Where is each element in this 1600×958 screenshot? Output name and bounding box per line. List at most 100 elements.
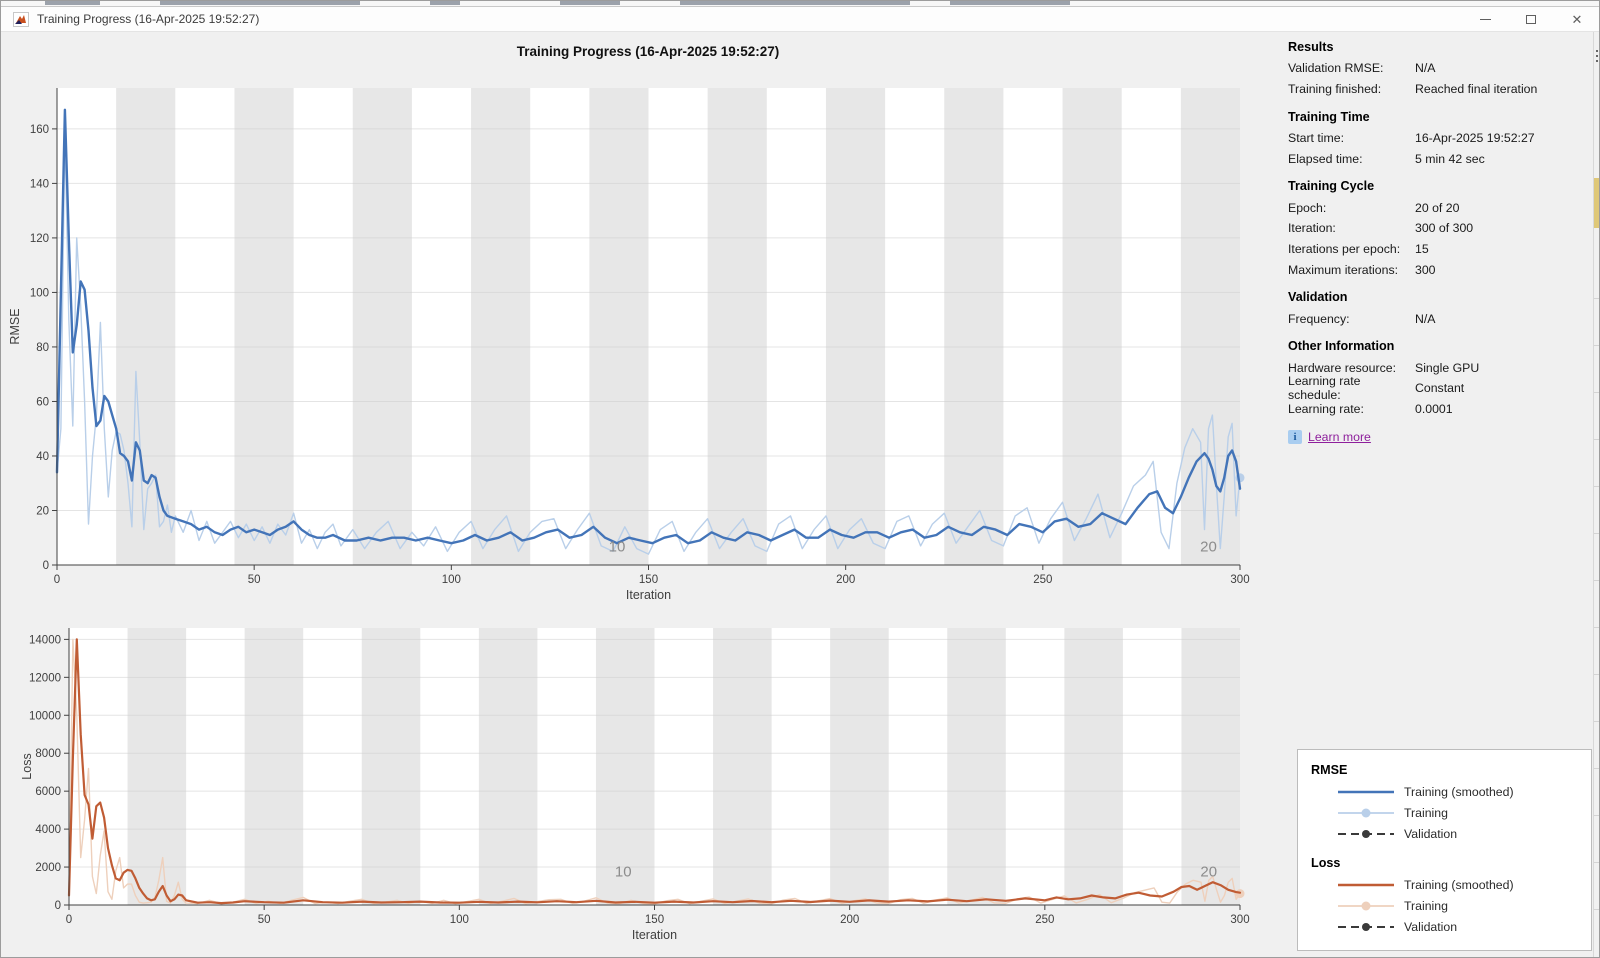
close-icon: ✕ bbox=[1571, 12, 1583, 27]
epoch-band bbox=[1181, 628, 1240, 905]
epoch-band bbox=[234, 88, 294, 565]
background-window-sliver bbox=[0, 0, 1600, 7]
info-label: Iterations per epoch: bbox=[1288, 242, 1401, 257]
y-tick-label: 140 bbox=[30, 178, 49, 190]
info-row: Elapsed time: 5 min 42 sec bbox=[1272, 148, 1562, 169]
other-information-section: Other Information Hardware resource: Sin… bbox=[1272, 339, 1562, 419]
solid-line-swatch bbox=[1338, 883, 1394, 886]
info-label: Iteration: bbox=[1288, 221, 1336, 236]
legend-entry: Training (smoothed) bbox=[1338, 874, 1591, 895]
rmse-x-axis-label: Iteration bbox=[626, 588, 671, 602]
legend-group-title: Loss bbox=[1311, 856, 1341, 870]
x-tick-label: 250 bbox=[1035, 914, 1054, 926]
info-value: 15 bbox=[1415, 242, 1429, 257]
legend-entry: Validation bbox=[1338, 823, 1591, 844]
epoch-band bbox=[116, 88, 176, 565]
legend-label: Validation bbox=[1404, 919, 1458, 934]
info-row: Learning rate: 0.0001 bbox=[1272, 399, 1562, 420]
x-tick-label: 0 bbox=[54, 574, 60, 586]
y-tick-label: 0 bbox=[55, 900, 61, 912]
drag-handle-icon[interactable] bbox=[1596, 55, 1598, 57]
y-tick-label: 12000 bbox=[29, 672, 61, 684]
loss-x-axis-label: Iteration bbox=[632, 928, 677, 942]
y-tick-label: 10000 bbox=[29, 710, 61, 722]
section-title: Training Time bbox=[1288, 109, 1370, 124]
minimize-button[interactable] bbox=[1462, 7, 1508, 32]
legend-label: Training bbox=[1404, 805, 1448, 820]
info-value: Reached final iteration bbox=[1415, 82, 1538, 97]
epoch-number-label: 20 bbox=[1200, 538, 1217, 555]
y-tick-label: 0 bbox=[43, 560, 49, 572]
learn-more-row: i Learn more bbox=[1272, 429, 1562, 444]
y-tick-label: 8000 bbox=[35, 748, 61, 760]
dashed-marker-swatch bbox=[1338, 829, 1394, 838]
info-row: Hardware resource: Single GPU bbox=[1272, 357, 1562, 378]
epoch-band bbox=[127, 628, 187, 905]
minimize-icon bbox=[1479, 19, 1491, 20]
info-row: Training finished: Reached final iterati… bbox=[1272, 79, 1562, 100]
x-tick-label: 150 bbox=[645, 914, 664, 926]
loss-training-smoothed-line bbox=[67, 638, 1242, 905]
loss-y-axis-label: Loss bbox=[20, 753, 34, 779]
figure-title: Training Progress (16-Apr-2025 19:52:27) bbox=[516, 44, 780, 59]
validation-section: Validation Frequency: N/A bbox=[1272, 290, 1562, 329]
learn-more-link[interactable]: Learn more bbox=[1308, 429, 1371, 444]
epoch-band bbox=[589, 88, 649, 565]
epoch-number-label: 20 bbox=[1200, 864, 1217, 881]
info-value: 0.0001 bbox=[1415, 402, 1453, 417]
info-row: Iterations per epoch: 15 bbox=[1272, 239, 1562, 260]
info-label: Elapsed time: bbox=[1288, 151, 1363, 166]
y-tick-label: 6000 bbox=[35, 786, 61, 798]
marker-line-swatch bbox=[1338, 901, 1394, 910]
scrollbar-thumb[interactable] bbox=[1594, 178, 1600, 228]
info-row: Epoch: 20 of 20 bbox=[1272, 197, 1562, 218]
info-label: Epoch: bbox=[1288, 200, 1327, 215]
legend-entry: Training bbox=[1338, 802, 1591, 823]
legend-group-rmse: RMSE Training (smoothed) Training Valida… bbox=[1311, 763, 1591, 844]
info-value: N/A bbox=[1415, 311, 1436, 326]
legend-label: Validation bbox=[1404, 826, 1458, 841]
info-value: 300 of 300 bbox=[1415, 221, 1474, 236]
section-title: Results bbox=[1288, 40, 1334, 54]
legend-label: Training (smoothed) bbox=[1404, 784, 1514, 799]
drag-handle-icon[interactable] bbox=[1596, 60, 1598, 62]
epoch-band bbox=[361, 628, 421, 905]
info-value: Constant bbox=[1415, 381, 1465, 396]
drag-handle-icon[interactable] bbox=[1596, 50, 1598, 52]
epoch-band bbox=[471, 88, 531, 565]
rmse-chart: 0 50 100 150 200 250 300 0 20 40 60 80 100 120 140 160 I… bbox=[8, 88, 1250, 602]
info-row: Iteration: 300 of 300 bbox=[1272, 218, 1562, 239]
solid-line-swatch bbox=[1338, 790, 1394, 793]
epoch-number-label: 10 bbox=[609, 538, 626, 555]
loss-chart: 0 50 100 150 200 250 300 0 2000 4000 6000 8000 10000… bbox=[20, 628, 1250, 942]
training-info-panel: Results Validation RMSE: N/A Training fi… bbox=[1272, 40, 1562, 444]
epoch-number-label: 10 bbox=[615, 864, 632, 881]
info-value: Single GPU bbox=[1415, 360, 1480, 375]
x-tick-label: 0 bbox=[66, 914, 72, 926]
x-tick-label: 300 bbox=[1230, 574, 1249, 586]
marker-line-swatch bbox=[1338, 808, 1394, 817]
legend: RMSE Training (smoothed) Training Valida… bbox=[1297, 749, 1592, 951]
section-title: Validation bbox=[1288, 290, 1348, 305]
legend-entry: Training (smoothed) bbox=[1338, 781, 1591, 802]
x-tick-label: 200 bbox=[836, 574, 855, 586]
epoch-band bbox=[1062, 88, 1122, 565]
x-tick-label: 150 bbox=[639, 574, 658, 586]
y-tick-label: 40 bbox=[36, 451, 49, 463]
strip-separators bbox=[1594, 252, 1600, 952]
info-row: Frequency: N/A bbox=[1272, 308, 1562, 329]
epoch-band bbox=[478, 628, 538, 905]
y-tick-label: 2000 bbox=[35, 862, 61, 874]
dashed-marker-swatch bbox=[1338, 922, 1394, 931]
x-tick-label: 200 bbox=[840, 914, 859, 926]
info-value: 5 min 42 sec bbox=[1415, 151, 1485, 166]
close-button[interactable]: ✕ bbox=[1554, 7, 1600, 32]
right-edge-strip bbox=[1593, 32, 1600, 958]
epoch-band bbox=[1064, 628, 1123, 905]
legend-entry: Training bbox=[1338, 895, 1591, 916]
maximize-icon bbox=[1526, 15, 1536, 24]
epoch-band bbox=[244, 628, 304, 905]
info-value: 16-Apr-2025 19:52:27 bbox=[1415, 130, 1535, 145]
legend-label: Training bbox=[1404, 898, 1448, 913]
maximize-button[interactable] bbox=[1508, 7, 1554, 32]
